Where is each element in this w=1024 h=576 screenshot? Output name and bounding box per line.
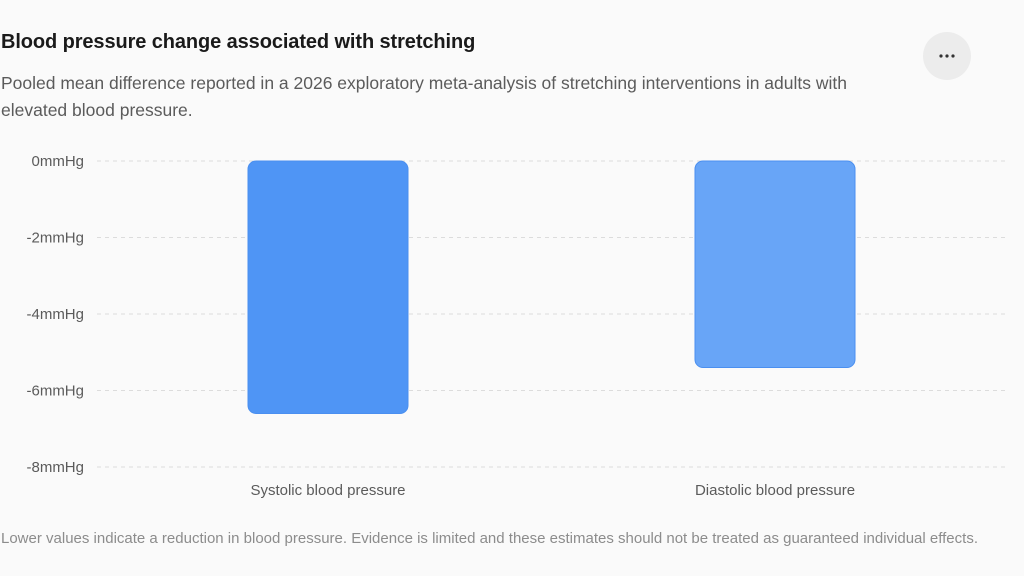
more-options-button[interactable] [923,32,971,80]
y-tick-label: -6mmHg [26,383,84,400]
x-category-label: Diastolic blood pressure [695,482,855,499]
bar-chart: 0mmHg -2mmHg -4mmHg -6mmHg -8mmHg Systolic bl… [0,140,1024,510]
chart-subtitle: Pooled mean difference reported in a 202… [1,73,847,120]
page-title: Blood pressure change associated with st… [1,31,476,53]
y-tick-label: 0mmHg [31,153,84,170]
x-category-label: Systolic blood pressure [250,482,405,499]
y-tick-label: -8mmHg [26,459,84,476]
y-tick-label: -2mmHg [26,230,84,247]
bar-diastolic[interactable] [694,160,856,369]
chart-footnote: Lower values indicate a reduction in blo… [1,530,978,547]
y-tick-label: -4mmHg [26,306,84,323]
bar-systolic[interactable] [247,160,409,414]
bar-chart-svg: 0mmHg -2mmHg -4mmHg -6mmHg -8mmHg Systolic bl… [26,153,1006,499]
more-horizontal-icon [939,54,955,58]
